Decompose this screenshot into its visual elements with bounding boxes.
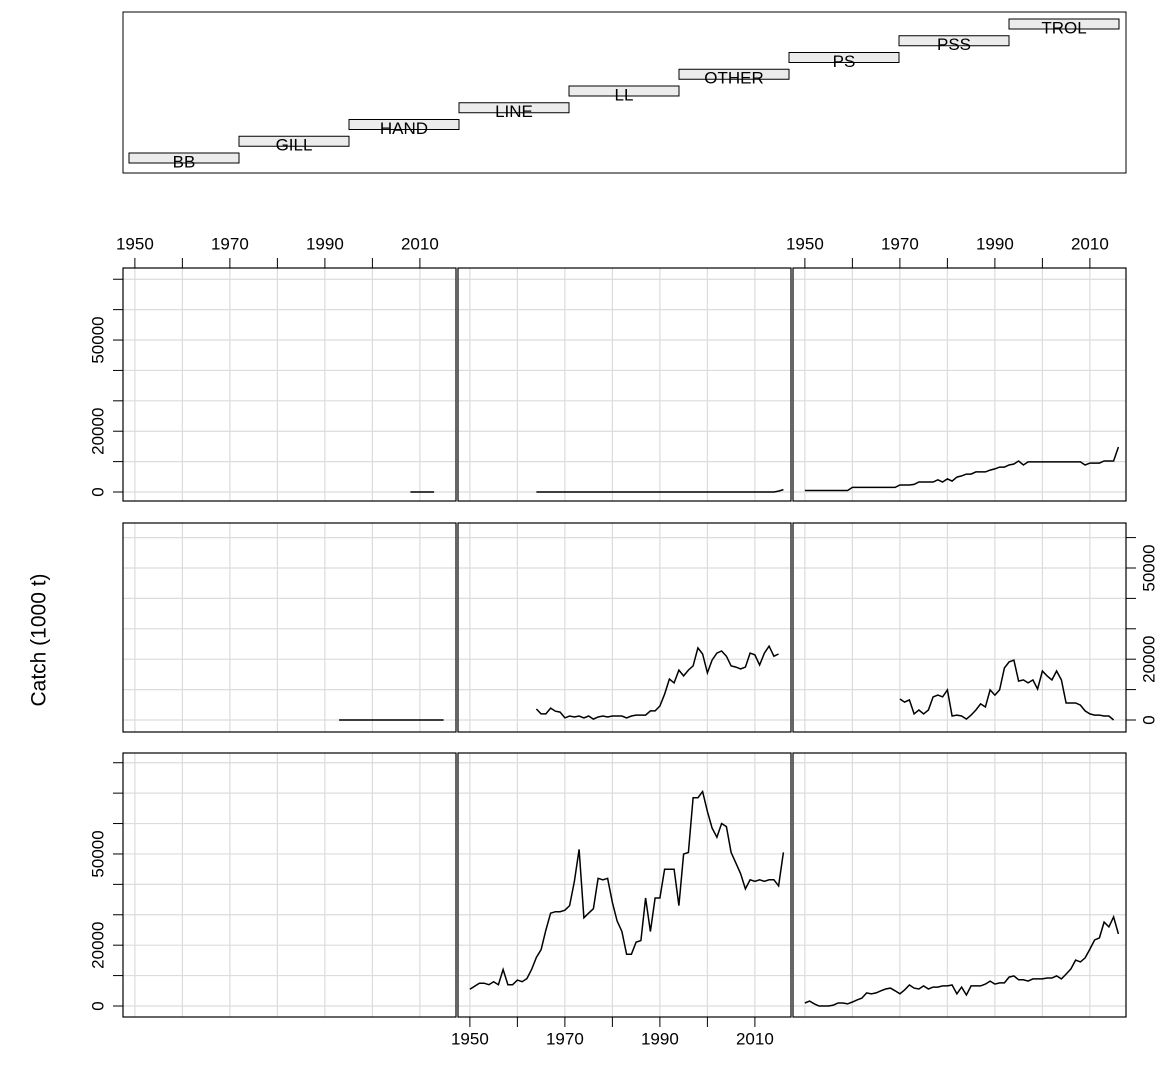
panel-frame <box>457 752 792 1018</box>
panel-frame <box>792 267 1127 502</box>
key-label: PS <box>833 52 856 71</box>
y-axis-title: Catch (1000 t) <box>28 573 51 706</box>
key-bar <box>568 85 680 97</box>
y-tick-label: 50000 <box>88 316 107 363</box>
key-label: OTHER <box>704 69 764 88</box>
x-tick-label: 1990 <box>976 234 1014 253</box>
x-tick-label: 1990 <box>306 234 344 253</box>
y-tick-label: 50000 <box>88 830 107 877</box>
key-bar <box>898 35 1010 47</box>
panel-frame <box>792 522 1127 733</box>
x-tick-label: 1950 <box>451 1029 489 1048</box>
x-tick-label: 2010 <box>401 234 439 253</box>
key-bar <box>788 52 900 63</box>
series-line <box>469 789 785 990</box>
y-tick-label: 50000 <box>1139 544 1158 591</box>
key-bar <box>348 119 460 130</box>
key-label: GILL <box>276 136 313 155</box>
panel-frame <box>457 267 792 502</box>
panel-frame <box>122 267 457 502</box>
key-label: BB <box>173 152 196 171</box>
key-label: TROL <box>1041 18 1086 37</box>
x-tick-label: 1970 <box>546 1029 584 1048</box>
key-label: LL <box>615 85 634 104</box>
key-bar <box>1008 18 1120 30</box>
key-bar <box>678 68 790 80</box>
key-label: HAND <box>380 119 428 138</box>
y-tick-label: 0 <box>88 487 107 496</box>
x-tick-label: 1950 <box>116 234 154 253</box>
series-line <box>899 659 1115 721</box>
x-tick-label: 2010 <box>1071 234 1109 253</box>
panel-frame <box>792 752 1127 1018</box>
key-bar <box>458 102 570 114</box>
series-line <box>535 644 779 720</box>
key-label: PSS <box>937 35 971 54</box>
panel-frame <box>122 752 457 1018</box>
y-tick-label: 20000 <box>1139 636 1158 683</box>
x-tick-label: 1990 <box>641 1029 679 1048</box>
series-line <box>536 488 784 493</box>
panel-frame <box>122 522 457 733</box>
series-line <box>804 914 1120 1007</box>
y-tick-label: 20000 <box>88 922 107 969</box>
key-bar <box>128 152 240 164</box>
x-tick-label: 2010 <box>736 1029 774 1048</box>
y-tick-label: 0 <box>88 1001 107 1010</box>
y-tick-label: 0 <box>1139 715 1158 724</box>
key-bar <box>238 135 350 147</box>
x-tick-label: 1970 <box>881 234 919 253</box>
panel-frame <box>457 522 792 733</box>
key-frame <box>122 11 1127 174</box>
series-line <box>804 446 1120 492</box>
x-tick-label: 1950 <box>786 234 824 253</box>
key-label: LINE <box>495 102 533 121</box>
y-tick-label: 20000 <box>88 408 107 455</box>
x-tick-label: 1970 <box>211 234 249 253</box>
